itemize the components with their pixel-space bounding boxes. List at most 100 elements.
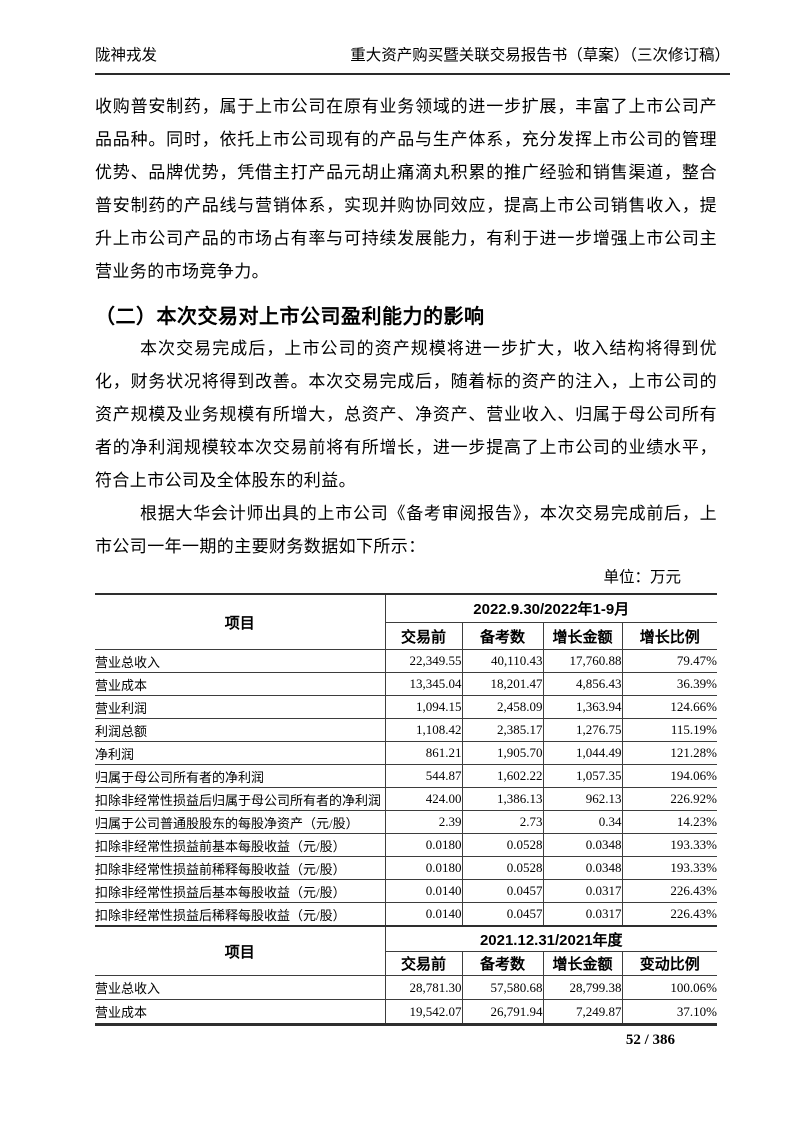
row-value: 19,542.07 [384, 999, 462, 1025]
row-value: 226.43% [621, 879, 718, 903]
column-header-growth-ratio: 增长比例 [621, 622, 718, 650]
row-value: 124.66% [621, 695, 718, 719]
row-value: 37.10% [621, 999, 718, 1025]
row-value: 115.19% [621, 718, 718, 742]
row-value: 36.39% [621, 672, 718, 696]
column-header-item: 项目 [95, 594, 386, 650]
row-value: 57,580.68 [461, 975, 543, 1000]
column-header-growth-amount: 增长金额 [542, 622, 622, 650]
row-value: 26,791.94 [461, 999, 543, 1025]
row-value: 0.0528 [461, 833, 543, 857]
row-value: 0.34 [542, 810, 622, 834]
row-value: 1,363.94 [542, 695, 622, 719]
row-label: 扣除非经常性损益后稀释每股收益（元/股） [95, 902, 385, 927]
row-value: 2.73 [461, 810, 543, 834]
row-label: 利润总额 [95, 718, 385, 742]
row-value: 28,781.30 [384, 975, 462, 1000]
row-value: 544.87 [384, 764, 462, 788]
row-value: 0.0180 [384, 833, 462, 857]
table-row: 归属于母公司所有者的净利润 544.87 1,602.22 1,057.35 194.0… [95, 764, 718, 788]
table-body-2022: 营业总收入 22,349.55 40,110.43 17,760.88 79.47% 营业… [95, 649, 718, 927]
page-number: 52 / 386 [625, 1032, 675, 1048]
row-value: 13,345.04 [384, 672, 462, 696]
row-value: 0.0528 [461, 856, 543, 880]
row-label: 营业成本 [95, 672, 385, 696]
row-label: 营业总收入 [95, 975, 385, 1000]
table-body-2021: 营业总收入 28,781.30 57,580.68 28,799.38 100.06% 营… [95, 975, 718, 1025]
table-row: 营业总收入 22,349.55 40,110.43 17,760.88 79.47% [95, 649, 718, 673]
row-value: 1,108.42 [384, 718, 462, 742]
row-value: 28,799.38 [542, 975, 622, 1000]
row-value: 226.43% [621, 902, 718, 927]
row-value: 0.0348 [542, 856, 622, 880]
column-header-proforma: 备考数 [461, 622, 543, 650]
row-label: 归属于公司普通股股东的每股净资产（元/股） [95, 810, 385, 834]
row-label: 扣除非经常性损益前基本每股收益（元/股） [95, 833, 385, 857]
period-header-2022: 2022.9.30/2022年1-9月 [385, 594, 718, 623]
row-value: 2,458.09 [461, 695, 543, 719]
row-value: 0.0140 [384, 902, 462, 927]
row-value: 7,249.87 [542, 999, 622, 1025]
row-value: 22,349.55 [384, 649, 462, 673]
financial-data-table: 项目 2022.9.30/2022年1-9月 交易前 备考数 增长金额 增长比例… [95, 593, 718, 1026]
table-row: 扣除非经常性损益后归属于母公司所有者的净利润 424.00 1,386.13 962.… [95, 787, 718, 811]
column-header-pre-transaction: 交易前 [384, 622, 462, 650]
row-value: 18,201.47 [461, 672, 543, 696]
table-row: 扣除非经常性损益后基本每股收益（元/股） 0.0140 0.0457 0.0317 22… [95, 879, 718, 903]
row-value: 424.00 [384, 787, 462, 811]
row-value: 0.0457 [461, 902, 543, 927]
row-label: 扣除非经常性损益后归属于母公司所有者的净利润 [95, 787, 385, 811]
column-header-item: 项目 [95, 926, 386, 976]
row-label: 扣除非经常性损益前稀释每股收益（元/股） [95, 856, 385, 880]
row-value: 861.21 [384, 741, 462, 765]
row-value: 1,905.70 [461, 741, 543, 765]
row-value: 0.0317 [542, 902, 622, 927]
row-label: 营业利润 [95, 695, 385, 719]
row-value: 1,094.15 [384, 695, 462, 719]
row-value: 962.13 [542, 787, 622, 811]
row-value: 0.0317 [542, 879, 622, 903]
row-value: 79.47% [621, 649, 718, 673]
table-header-2022: 项目 2022.9.30/2022年1-9月 交易前 备考数 增长金额 增长比例 [95, 594, 718, 650]
row-label: 营业成本 [95, 999, 385, 1025]
paragraph-review-report-intro: 根据大华会计师出具的上市公司《备考审阅报告》，本次交易完成前后，上市公司一年一期… [95, 504, 717, 556]
row-value: 121.28% [621, 741, 718, 765]
unit-label: 单位：万元 [603, 569, 681, 586]
doc-short-title: 陇神戎发 [95, 47, 158, 64]
section-heading-profitability-impact: （二）本次交易对上市公司盈利能力的影响 [95, 306, 485, 328]
row-value: 0.0180 [384, 856, 462, 880]
row-value: 0.0348 [542, 833, 622, 857]
row-value: 1,386.13 [461, 787, 543, 811]
row-value: 226.92% [621, 787, 718, 811]
table-row: 扣除非经常性损益前稀释每股收益（元/股） 0.0180 0.0528 0.0348 19… [95, 856, 718, 880]
row-label: 归属于母公司所有者的净利润 [95, 764, 385, 788]
table-row: 扣除非经常性损益后稀释每股收益（元/股） 0.0140 0.0457 0.0317 22… [95, 902, 718, 927]
doc-full-title: 重大资产购买暨关联交易报告书（草案）（三次修订稿） [350, 47, 730, 64]
row-value: 0.0457 [461, 879, 543, 903]
column-header-change-ratio: 变动比例 [621, 951, 718, 976]
row-value: 100.06% [621, 975, 718, 1000]
table-row: 利润总额 1,108.42 2,385.17 1,276.75 115.19% [95, 718, 718, 742]
row-value: 17,760.88 [542, 649, 622, 673]
table-row: 营业总收入 28,781.30 57,580.68 28,799.38 100.06% [95, 975, 718, 1000]
row-value: 40,110.43 [461, 649, 543, 673]
row-label: 净利润 [95, 741, 385, 765]
table-row: 营业成本 13,345.04 18,201.47 4,856.43 36.39% [95, 672, 718, 696]
table-row: 归属于公司普通股股东的每股净资产（元/股） 2.39 2.73 0.34 14.23% [95, 810, 718, 834]
table-row: 净利润 861.21 1,905.70 1,044.49 121.28% [95, 741, 718, 765]
row-label: 营业总收入 [95, 649, 385, 673]
page-content: 收购普安制药，属于上市公司在原有业务领域的进一步扩展，丰富了上市公司产品品种。同… [95, 90, 718, 1049]
row-value: 2.39 [384, 810, 462, 834]
row-value: 4,856.43 [542, 672, 622, 696]
row-value: 193.33% [621, 856, 718, 880]
column-header-pre-transaction: 交易前 [384, 951, 462, 976]
column-header-growth-amount: 增长金额 [542, 951, 622, 976]
row-value: 0.0140 [384, 879, 462, 903]
paragraph-acquisition-benefits: 收购普安制药，属于上市公司在原有业务领域的进一步扩展，丰富了上市公司产品品种。同… [95, 97, 717, 281]
page-header: 陇神戎发 重大资产购买暨关联交易报告书（草案）（三次修订稿） [95, 46, 730, 75]
row-value: 193.33% [621, 833, 718, 857]
table-row: 营业成本 19,542.07 26,791.94 7,249.87 37.10% [95, 999, 718, 1025]
row-label: 扣除非经常性损益后基本每股收益（元/股） [95, 879, 385, 903]
row-value: 1,057.35 [542, 764, 622, 788]
